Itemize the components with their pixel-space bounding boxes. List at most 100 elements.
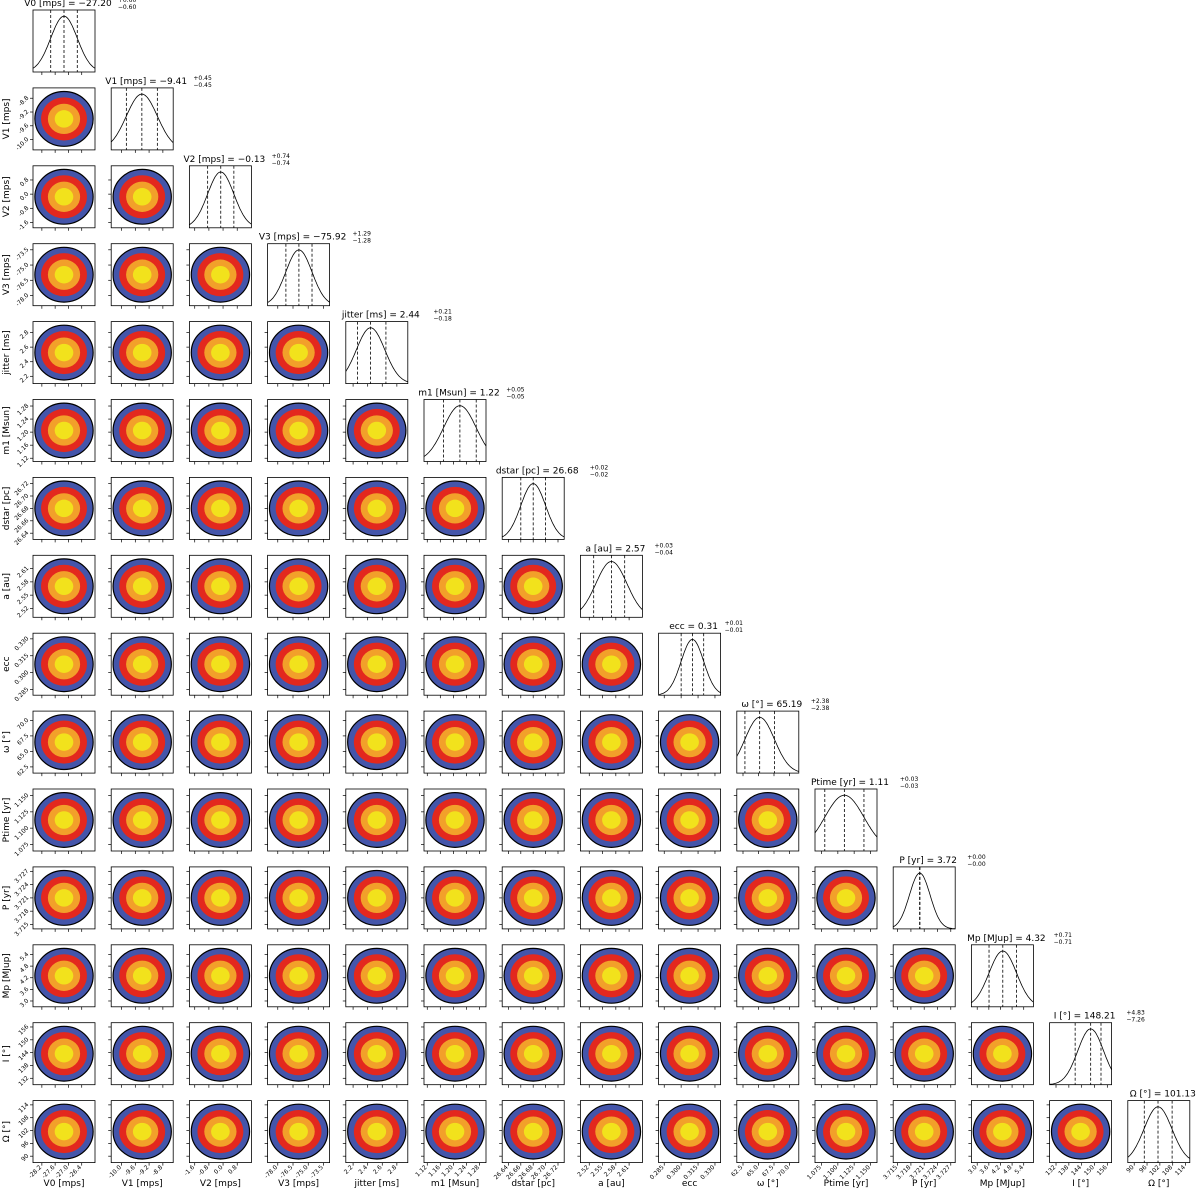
x-tick-label: 144: [1070, 1164, 1083, 1177]
panel-title: jitter [ms] = 2.44: [341, 311, 420, 321]
contour-panel: [655, 944, 721, 1010]
contour-panel: [499, 788, 565, 854]
contour: [367, 889, 387, 907]
title-minus: −0.74: [272, 160, 291, 167]
panel-frame: [423, 476, 487, 540]
contour-panel: [108, 710, 174, 777]
panel-frame: [188, 476, 252, 540]
title-text: jitter [ms] = 2.44: [341, 311, 420, 321]
contour: [445, 889, 465, 907]
contour-panel: [186, 554, 252, 621]
panel-frame: [501, 944, 565, 1008]
x-axis-label: a [au]: [598, 1179, 625, 1189]
contour-panel: [264, 788, 331, 854]
contour-panel: [186, 399, 252, 465]
diagonal-panel: ecc = 0.31 +0.01−0.01: [658, 620, 743, 699]
panel-frame: [188, 1100, 252, 1163]
contour: [289, 655, 308, 673]
contour: [132, 967, 152, 985]
histogram-curve: [1049, 1028, 1112, 1085]
contour: [132, 655, 152, 673]
contour: [836, 1044, 856, 1063]
contour: [211, 1044, 230, 1063]
panel-frame: [971, 1022, 1034, 1086]
y-tick-label: 2.55: [16, 591, 31, 606]
panel-frame: [110, 321, 174, 385]
panel-frame: [110, 866, 174, 930]
panel-frame: [345, 632, 409, 696]
contour: [289, 1044, 308, 1063]
panel-frame: [188, 944, 252, 1008]
panel-frame: [345, 788, 409, 852]
y-tick-label: 102: [17, 1127, 30, 1140]
contour-panel: [342, 399, 409, 465]
diagonal-panel: P [yr] = 3.72 +0.00−0.00: [892, 854, 986, 932]
contour-panel: [812, 944, 878, 1010]
contour-panel: [186, 632, 252, 699]
contour: [445, 655, 465, 673]
contour-panel: [421, 866, 487, 932]
contour-panel: [812, 1022, 878, 1088]
contour: [211, 1122, 230, 1141]
x-tick-label: 90: [1125, 1164, 1135, 1174]
contour: [211, 421, 230, 440]
y-tick-label: 1.16: [16, 442, 31, 457]
contour: [289, 499, 308, 518]
panel-frame: [345, 1022, 409, 1086]
contour: [836, 967, 856, 985]
contour-panel: [186, 1022, 252, 1088]
contour: [54, 188, 74, 206]
panel-title: ω [°] = 65.19: [741, 700, 802, 710]
contour: [445, 733, 465, 751]
x-tick-label: 1.16: [427, 1164, 442, 1179]
panel-frame: [1049, 1100, 1112, 1163]
contour-panel: [421, 944, 487, 1010]
title-text: Ω [°] = 101.13: [1130, 1090, 1196, 1100]
x-tick-label: -9.6: [123, 1164, 136, 1177]
contour-panel: [264, 321, 331, 387]
x-tick-label: 132: [1044, 1164, 1057, 1177]
contour-panel: [577, 632, 643, 699]
contour: [680, 967, 699, 985]
title-plus: +0.03: [655, 542, 674, 549]
x-tick-label: -8.8: [151, 1164, 164, 1177]
contour: [54, 265, 74, 284]
contour: [132, 811, 152, 829]
diagonal-panel: V2 [mps] = −0.13 +0.74−0.74: [184, 153, 291, 231]
panel-frame: [892, 1022, 956, 1086]
title-minus: −7.26: [1126, 1017, 1145, 1024]
contour: [211, 889, 230, 907]
contour-panel: 2.522.552.582.61 a [au]: [2, 554, 96, 621]
contour: [836, 1122, 856, 1141]
contour-panel: [733, 866, 800, 932]
panel-frame: [110, 1022, 174, 1086]
panel-frame: [188, 554, 252, 618]
x-tick-label: -26.4: [67, 1164, 83, 1180]
diagonal-panel: a [au] = 2.57 +0.03−0.04: [580, 542, 674, 621]
contour: [445, 1122, 465, 1141]
panel-frame: [736, 1022, 800, 1086]
contour: [523, 577, 543, 596]
title-text: ecc = 0.31: [669, 622, 718, 632]
x-axis-label: Ptime [yr]: [824, 1179, 869, 1189]
contour: [445, 811, 465, 829]
title-minus: −2.38: [811, 705, 830, 712]
contour: [132, 1044, 152, 1063]
contour: [132, 1122, 152, 1141]
contour-panel: 2.2 2.4 2.6 2.8 jitter [ms]: [2, 321, 96, 387]
contour: [132, 577, 152, 596]
contour: [211, 733, 230, 751]
y-tick-label: -76.5: [14, 277, 30, 293]
contour-panel: [733, 788, 800, 854]
y-axis-label: Ptime [yr]: [2, 798, 12, 843]
y-tick-label: 0.285: [13, 686, 30, 703]
panel-title: V0 [mps] = −27.20: [24, 0, 112, 9]
contour-panel: [108, 554, 174, 621]
panel-frame: [423, 1100, 487, 1163]
panel-frame: [501, 710, 565, 774]
contour-panel: [186, 788, 252, 854]
x-tick-label: 70.0: [777, 1164, 792, 1179]
panel-frame: [423, 788, 487, 852]
